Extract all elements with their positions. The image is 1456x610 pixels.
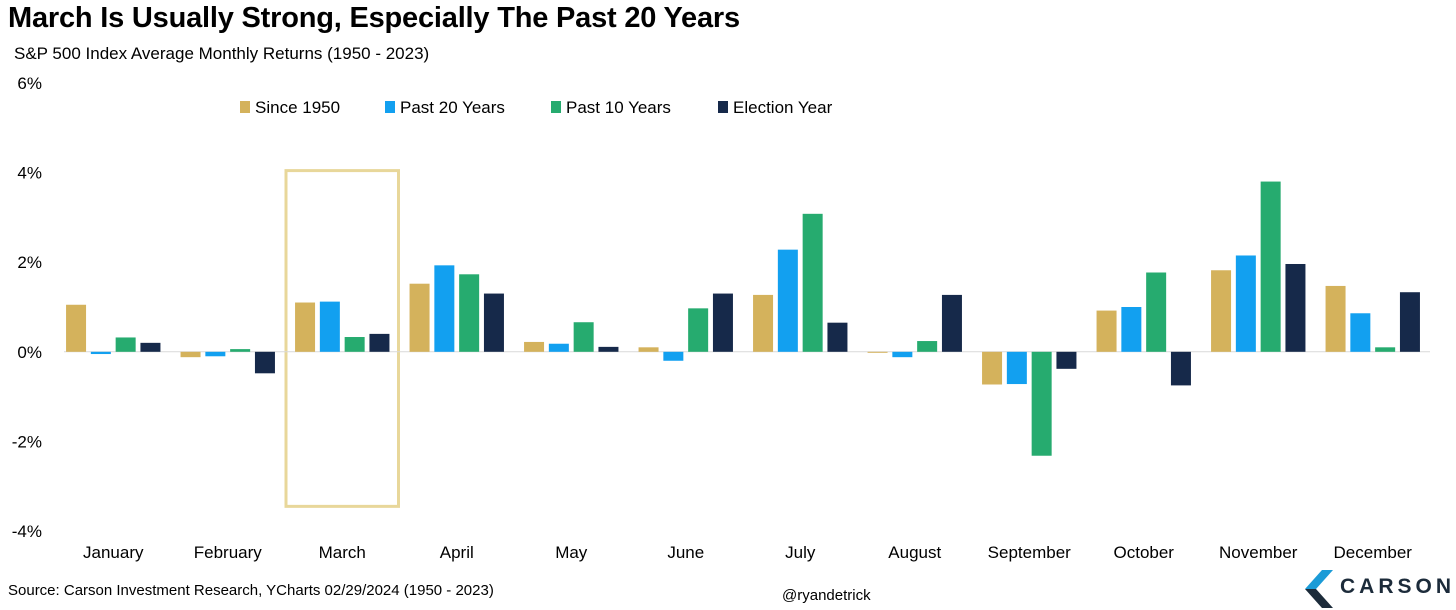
bar	[1006, 351, 1027, 385]
bar	[1375, 347, 1396, 352]
bar	[434, 265, 455, 352]
bar	[1096, 310, 1117, 352]
legend-swatch	[385, 101, 395, 113]
y-tick-label: 6%	[17, 74, 42, 93]
bar	[115, 337, 136, 352]
bar	[802, 213, 823, 352]
legend-label: Past 10 Years	[566, 98, 671, 117]
bar	[982, 351, 1003, 385]
bar	[1399, 292, 1420, 352]
bar	[230, 349, 251, 352]
y-tick-label: -2%	[12, 432, 42, 451]
bar	[1031, 351, 1052, 456]
bar	[1056, 351, 1077, 369]
x-category-label: November	[1219, 543, 1298, 562]
x-category-label: September	[988, 543, 1071, 562]
bar	[180, 351, 201, 358]
bar	[409, 283, 430, 352]
highlight-box	[284, 169, 400, 508]
x-category-label: March	[319, 543, 366, 562]
bar	[892, 351, 913, 358]
bar	[867, 351, 888, 353]
bar	[1121, 307, 1142, 352]
bar	[205, 351, 226, 357]
bar	[369, 333, 390, 352]
bar	[638, 347, 659, 352]
x-category-label: June	[667, 543, 704, 562]
x-category-label: August	[888, 543, 941, 562]
bar	[344, 337, 365, 352]
bar	[295, 302, 316, 352]
x-category-label: February	[194, 543, 263, 562]
bar	[1350, 313, 1371, 352]
bar	[777, 249, 798, 352]
legend-swatch	[240, 101, 250, 113]
bar	[319, 301, 340, 352]
bar	[1285, 263, 1306, 352]
legend-label: Election Year	[733, 98, 833, 117]
x-category-label: April	[440, 543, 474, 562]
bar	[548, 343, 569, 352]
carson-chevron-logo-icon	[1305, 570, 1333, 608]
bar	[524, 341, 545, 352]
x-category-label: October	[1114, 543, 1175, 562]
bar	[1325, 285, 1346, 352]
bar	[917, 341, 938, 352]
y-tick-label: 0%	[17, 343, 42, 362]
x-category-label: May	[555, 543, 588, 562]
x-category-label: December	[1334, 543, 1413, 562]
bar	[663, 351, 684, 361]
bar	[941, 294, 962, 352]
y-tick-label: -4%	[12, 522, 42, 541]
bar	[1211, 270, 1232, 352]
source-note: Source: Carson Investment Research, YCha…	[8, 582, 494, 599]
brand-name: CARSON	[1340, 575, 1456, 598]
legend-label: Since 1950	[255, 98, 340, 117]
bar	[688, 308, 709, 352]
bar	[66, 304, 87, 352]
bar	[140, 342, 161, 352]
bar	[1260, 181, 1281, 352]
brand-logo: CARSON	[1300, 568, 1451, 608]
bar	[483, 293, 504, 352]
author-handle: @ryandetrick	[782, 587, 871, 604]
bar	[254, 351, 275, 374]
bar-chart: 6% 4% 2% 0% -2% -4% January February March April M…	[12, 74, 1430, 562]
bar	[598, 346, 619, 352]
bar	[459, 274, 480, 352]
chart-title: March Is Usually Strong, Especially The …	[8, 2, 740, 34]
legend-label: Past 20 Years	[400, 98, 505, 117]
bar	[1235, 255, 1256, 352]
y-tick-label: 2%	[17, 253, 42, 272]
bar	[1146, 272, 1167, 352]
legend-swatch	[551, 101, 561, 113]
bar	[573, 322, 594, 352]
legend-swatch	[718, 101, 728, 113]
x-category-label: July	[785, 543, 816, 562]
y-tick-label: 4%	[17, 164, 42, 183]
bar	[90, 351, 111, 355]
bar	[1170, 351, 1191, 386]
chart-subtitle: S&P 500 Index Average Monthly Returns (1…	[14, 44, 430, 63]
x-category-label: January	[83, 543, 144, 562]
bar	[753, 294, 774, 352]
bar	[827, 322, 848, 352]
bar	[712, 293, 733, 352]
